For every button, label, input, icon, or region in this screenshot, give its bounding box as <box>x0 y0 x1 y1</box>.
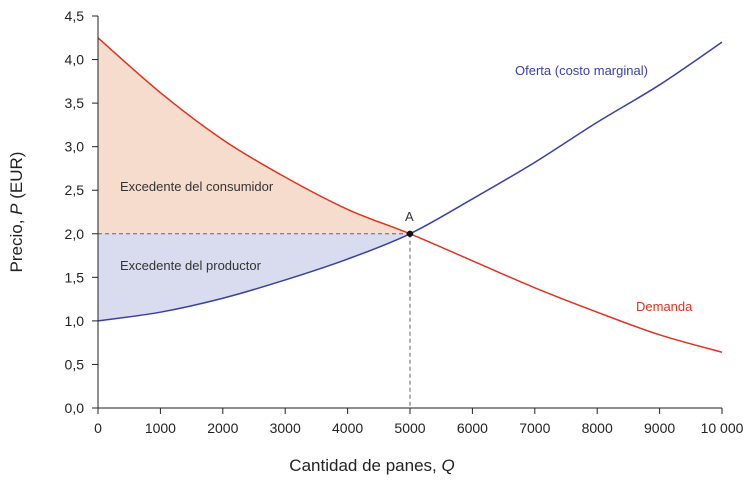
y-tick-label: 1,0 <box>65 313 85 329</box>
equilibrium-label: A <box>405 209 414 224</box>
x-tick-label: 5000 <box>394 420 425 436</box>
x-axis-title-text: Cantidad de panes, <box>289 456 441 475</box>
x-tick-label: 4000 <box>332 420 363 436</box>
y-tick-label: 4,5 <box>65 8 85 24</box>
x-tick-label: 7000 <box>519 420 550 436</box>
supply-series-label: Oferta (costo marginal) <box>515 63 648 78</box>
y-tick-label: 0,5 <box>65 356 85 372</box>
y-tick-label: 2,0 <box>65 226 85 242</box>
x-tick-label: 6000 <box>457 420 488 436</box>
x-tick-label: 3000 <box>270 420 301 436</box>
x-axis-variable: Q <box>441 456 454 475</box>
x-tick-label: 2000 <box>207 420 238 436</box>
x-tick-label: 10 000 <box>701 420 744 436</box>
producer-surplus-label: Excedente del productor <box>120 258 262 273</box>
producer-surplus-area <box>98 233 410 321</box>
consumer-surplus-area <box>98 37 410 234</box>
x-tick-label: 0 <box>94 420 102 436</box>
y-axis-title-text: Precio, <box>7 215 26 273</box>
equilibrium-point <box>406 230 414 237</box>
x-tick-label: 9000 <box>644 420 675 436</box>
x-axis-title: Cantidad de panes, Q <box>289 456 454 475</box>
consumer-surplus-label: Excedente del consumidor <box>120 179 274 194</box>
y-tick-label: 3,0 <box>65 139 85 155</box>
y-tick-label: 2,5 <box>65 182 85 198</box>
x-tick-label: 1000 <box>145 420 176 436</box>
y-tick-label: 1,5 <box>65 269 85 285</box>
y-axis-title: Precio, P (EUR) <box>7 152 26 273</box>
y-tick-label: 4,0 <box>65 52 85 68</box>
demand-series-label: Demanda <box>636 299 693 314</box>
y-tick-label: 0,0 <box>65 400 85 416</box>
y-axis-variable: P <box>7 203 26 215</box>
x-tick-label: 8000 <box>582 420 613 436</box>
y-tick-label: 3,5 <box>65 95 85 111</box>
y-axis-unit: (EUR) <box>7 152 26 204</box>
